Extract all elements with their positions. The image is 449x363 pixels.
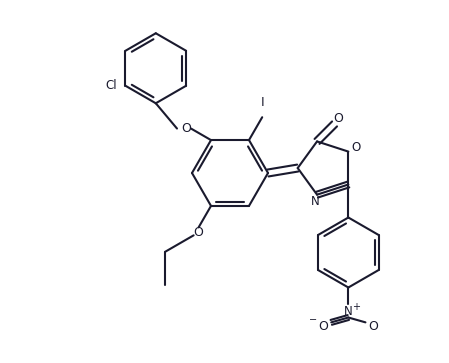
Text: O: O — [352, 141, 361, 154]
Text: I: I — [260, 96, 264, 109]
Text: O: O — [181, 122, 191, 135]
Text: −: − — [309, 315, 317, 325]
Text: O: O — [194, 226, 203, 239]
Text: N: N — [311, 195, 319, 208]
Text: Cl: Cl — [106, 79, 118, 92]
Text: O: O — [334, 113, 343, 126]
Text: O: O — [369, 320, 379, 333]
Text: N: N — [344, 305, 353, 318]
Text: +: + — [352, 302, 361, 311]
Text: O: O — [318, 320, 328, 333]
